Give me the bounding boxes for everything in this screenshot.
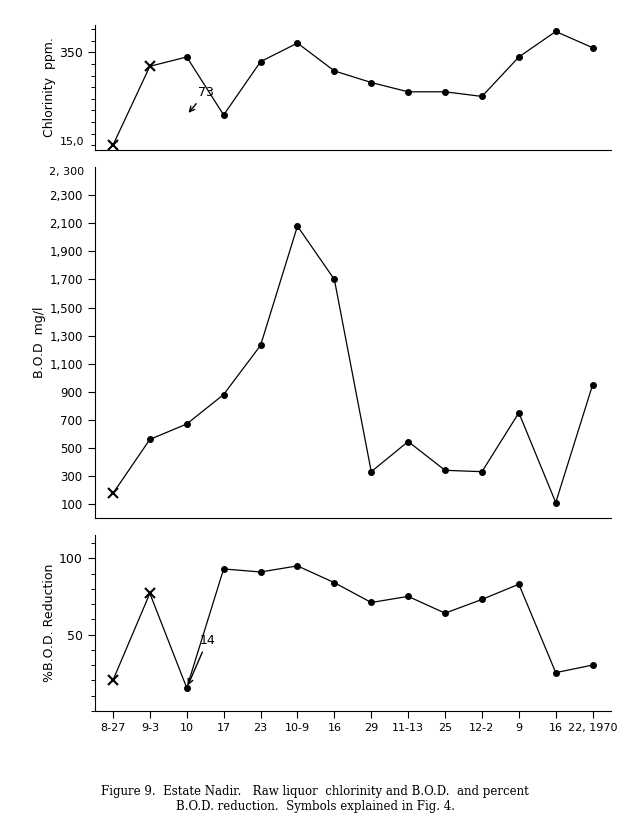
Text: 15,0: 15,0 (60, 137, 84, 147)
Text: Figure 9.  Estate Nadir.   Raw liquor  chlorinity and B.O.D.  and percent
B.O.D.: Figure 9. Estate Nadir. Raw liquor chlor… (101, 785, 529, 813)
Text: 73: 73 (190, 86, 214, 112)
Text: 14: 14 (188, 634, 215, 684)
Y-axis label: Chlorinity  ppm.: Chlorinity ppm. (43, 38, 56, 137)
Y-axis label: %B.O.D. Reduction: %B.O.D. Reduction (43, 564, 56, 682)
Y-axis label: B.O.D  mg/l: B.O.D mg/l (33, 307, 47, 378)
Text: 2, 300: 2, 300 (49, 167, 84, 177)
